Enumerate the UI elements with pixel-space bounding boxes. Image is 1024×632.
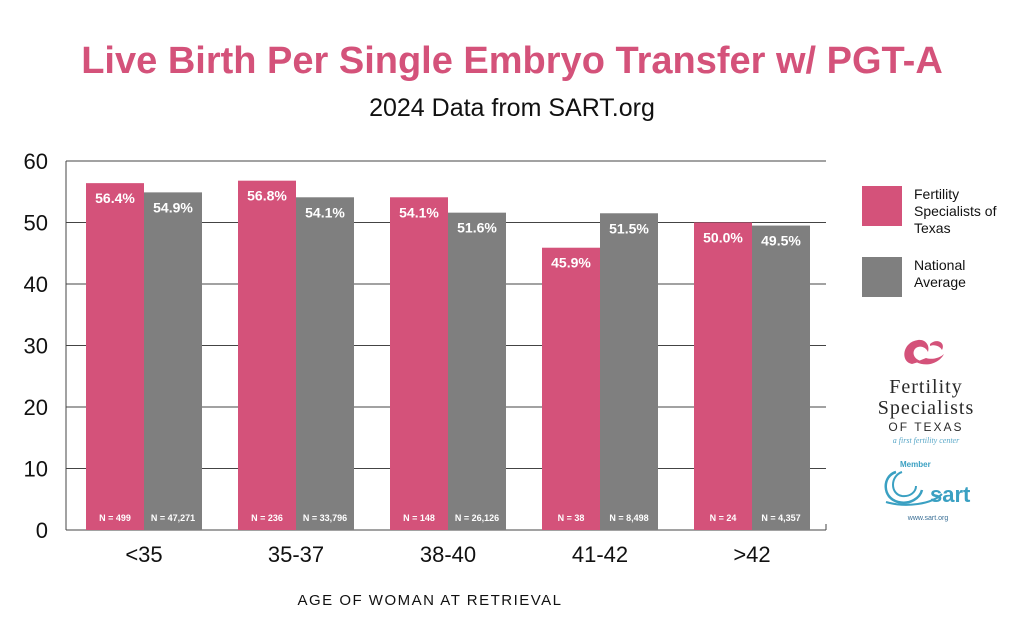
legend: Fertility Specialists of Texas National … [862, 186, 1012, 317]
legend-label-national: National Average [914, 257, 966, 290]
fst-logo-line1: Fertility [889, 376, 963, 398]
fst-logo-line3: OF TEXAS [888, 420, 964, 434]
y-tick-label: 40 [24, 272, 48, 297]
bar-fst [86, 183, 144, 530]
x-tick-label: 41-42 [572, 542, 628, 567]
legend-item-national: National Average [862, 257, 1012, 297]
n-label: N = 24 [710, 513, 737, 523]
sart-url: www.sart.org [907, 515, 949, 522]
data-label: 56.8% [247, 188, 287, 204]
legend-item-fst: Fertility Specialists of Texas [862, 186, 1012, 237]
n-label: N = 148 [403, 513, 435, 523]
legend-label-fst: Fertility Specialists of Texas [914, 186, 997, 236]
y-tick-label: 60 [24, 149, 48, 174]
bar-fst [238, 180, 296, 530]
data-label: 50.0% [703, 230, 743, 246]
legend-swatch-fst [862, 186, 902, 226]
fst-logo-tagline: a first fertility center [892, 436, 960, 445]
sart-badge: Member [900, 460, 931, 469]
data-label: 54.9% [153, 199, 193, 215]
data-label: 54.1% [305, 204, 345, 220]
n-label: N = 47,271 [151, 513, 195, 523]
fst-logo: Fertility Specialists OF TEXAS a first f… [856, 334, 996, 445]
sart-swirl-icon [884, 470, 943, 506]
chart-title: Live Birth Per Single Embryo Transfer w/… [81, 40, 943, 82]
bar-national [144, 192, 202, 531]
n-label: N = 33,796 [303, 513, 347, 523]
n-label: N = 236 [251, 513, 283, 523]
bar-national [600, 213, 658, 530]
n-label: N = 499 [99, 513, 131, 523]
sart-name: sart [930, 482, 971, 507]
y-tick-label: 30 [24, 334, 48, 359]
hands-heart-icon [904, 339, 944, 365]
x-tick-label: >42 [733, 542, 770, 567]
x-tick-label: <35 [125, 542, 162, 567]
x-tick-label: 38-40 [420, 542, 476, 567]
bar-fst [390, 197, 448, 530]
y-tick-label: 0 [36, 518, 48, 543]
bar-fst [542, 247, 600, 530]
data-label: 51.6% [457, 220, 497, 236]
y-tick-label: 50 [24, 211, 48, 236]
y-tick-label: 20 [24, 395, 48, 420]
n-label: N = 26,126 [455, 513, 499, 523]
x-axis-label: AGE OF WOMAN AT RETRIEVAL [297, 592, 562, 609]
bar-national [752, 225, 810, 530]
n-label: N = 8,498 [609, 513, 648, 523]
bar-national [448, 212, 506, 530]
data-label: 49.5% [761, 233, 801, 249]
fst-logo-line2: Specialists [877, 397, 975, 419]
bar-fst [694, 222, 752, 530]
x-tick-label: 35-37 [268, 542, 324, 567]
chart-subtitle: 2024 Data from SART.org [369, 94, 655, 122]
legend-swatch-national [862, 257, 902, 297]
n-label: N = 4,357 [761, 513, 800, 523]
data-label: 51.5% [609, 220, 649, 236]
sart-logo: Member sart www.sart.org [884, 460, 971, 522]
data-label: 56.4% [95, 190, 135, 206]
data-label: 54.1% [399, 204, 439, 220]
y-tick-label: 10 [24, 457, 48, 482]
data-label: 45.9% [551, 255, 591, 271]
bar-national [296, 197, 354, 530]
n-label: N = 38 [558, 513, 585, 523]
